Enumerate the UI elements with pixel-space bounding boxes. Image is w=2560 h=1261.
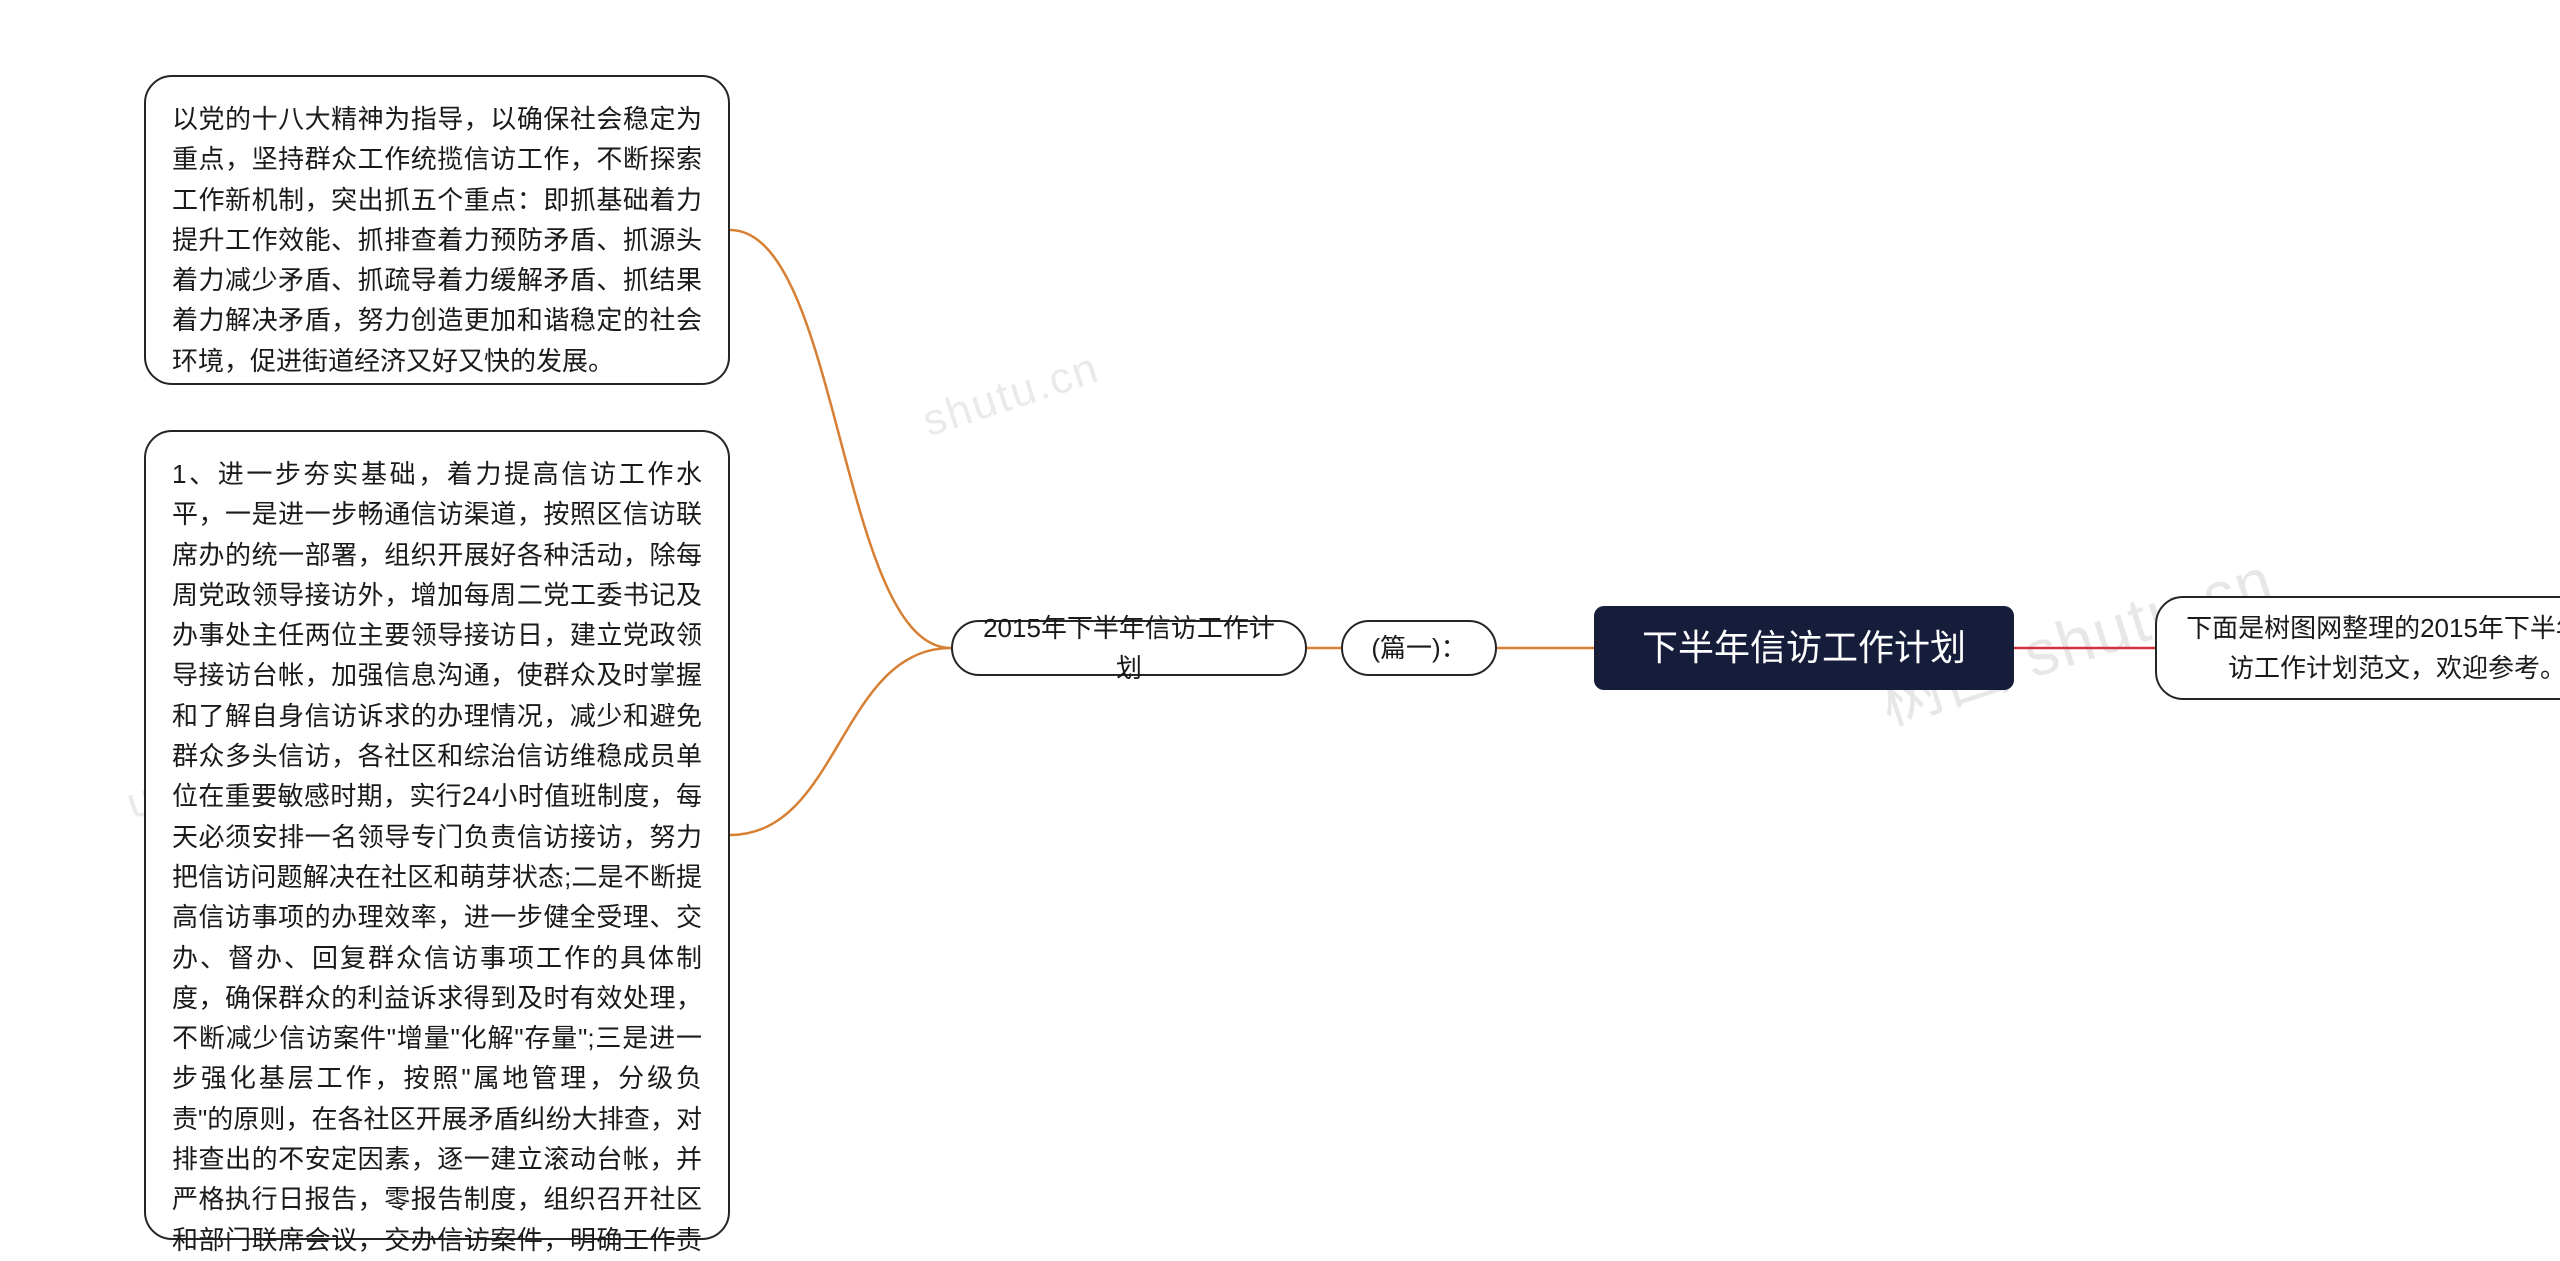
guiding-principle-text: 以党的十八大精神为指导，以确保社会稳定为重点，坚持群众工作统揽信访工作，不断探索… [172, 99, 702, 381]
plan-title-node[interactable]: 2015年下半年信访工作计划 [951, 620, 1307, 676]
guiding-principle-node[interactable]: 以党的十八大精神为指导，以确保社会稳定为重点，坚持群众工作统揽信访工作，不断探索… [144, 75, 730, 385]
measures-text: 1、进一步夯实基础，着力提高信访工作水平，一是进一步畅通信访渠道，按照区信访联席… [172, 454, 702, 1261]
mindmap-canvas: 树图 shutu.cn shutu.cn utu.cn 下半年信访工作计划 下面… [0, 0, 2560, 1261]
watermark: shutu.cn [917, 343, 1106, 447]
measures-node[interactable]: 1、进一步夯实基础，着力提高信访工作水平，一是进一步畅通信访渠道，按照区信访联席… [144, 430, 730, 1240]
intro-node[interactable]: 下面是树图网整理的2015年下半年信访工作计划范文，欢迎参考。 [2155, 596, 2560, 700]
plan-title-label: 2015年下半年信访工作计划 [975, 608, 1283, 689]
root-label: 下半年信访工作计划 [1642, 620, 1966, 676]
root-node[interactable]: 下半年信访工作计划 [1594, 606, 2014, 690]
section-one-label: (篇一)： [1371, 628, 1466, 668]
intro-text: 下面是树图网整理的2015年下半年信访工作计划范文，欢迎参考。 [2179, 608, 2560, 689]
section-one-node[interactable]: (篇一)： [1341, 620, 1497, 676]
